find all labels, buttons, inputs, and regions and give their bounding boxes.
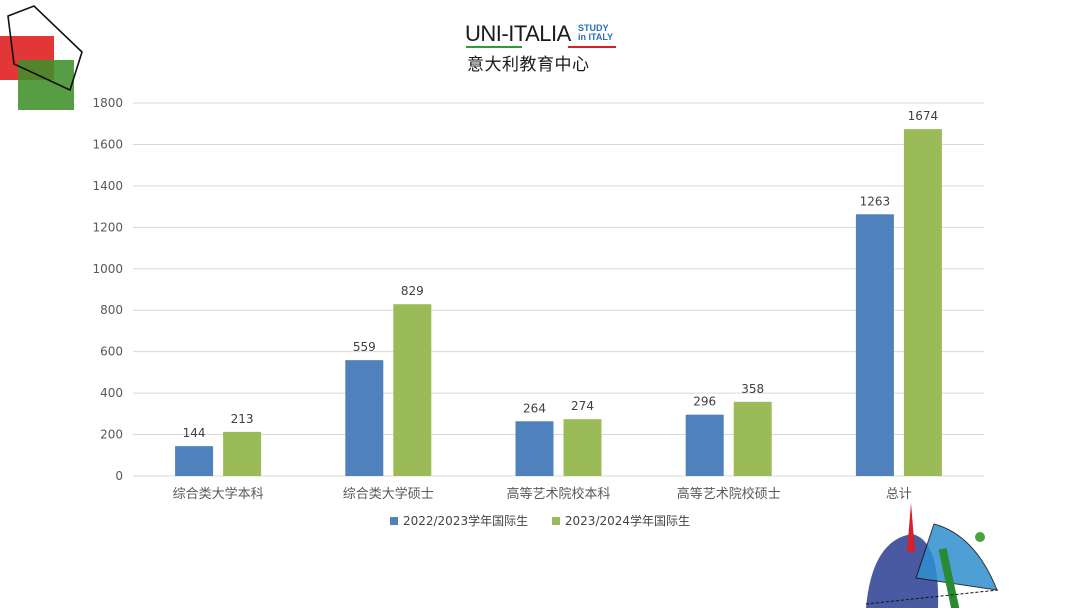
x-tick-label: 高等艺术院校硕士	[677, 486, 781, 502]
data-label: 274	[571, 399, 594, 413]
x-tick-label: 高等艺术院校本科	[506, 486, 610, 502]
bar-series-2	[563, 419, 602, 476]
data-label: 264	[523, 401, 546, 415]
y-tick-label: 1800	[92, 96, 123, 110]
legend-item-series-1: 2022/2023学年国际生	[389, 512, 529, 529]
decorative-shapes-bottom-right	[865, 503, 999, 608]
x-tick-label: 综合类大学硕士	[343, 486, 434, 502]
bar-series-1	[855, 214, 894, 477]
legend-swatch-series-1	[389, 516, 398, 525]
legend-label-series-1: 2022/2023学年国际生	[402, 514, 529, 528]
bar-series-2	[393, 304, 432, 476]
decorative-shapes-top-left	[0, 5, 83, 110]
chart-legend: 2022/2023学年国际生 2023/2024学年国际生	[0, 512, 1080, 529]
uni-italia-logo: UNI-ITALIA STUDY in ITALY 意大利教育中心	[465, 21, 625, 75]
y-tick-label: 1400	[92, 179, 123, 193]
data-label: 144	[183, 426, 206, 440]
x-tick-label: 综合类大学本科	[173, 486, 264, 502]
bar-series-2	[733, 401, 772, 476]
bar-series-1	[345, 360, 384, 476]
data-labels: 144 213 559 829 264 274 296 358 1263 1674	[183, 109, 939, 440]
logo-chinese-name: 意大利教育中心	[467, 55, 590, 75]
bar-series-2	[223, 431, 262, 476]
logo-main-text: UNI-ITALIA	[465, 21, 571, 46]
y-tick-label: 0	[115, 469, 123, 483]
logo-red-underline	[568, 46, 616, 48]
legend-item-series-2: 2023/2024学年国际生	[551, 512, 691, 529]
logo-study-line1: STUDY	[578, 23, 609, 33]
y-tick-label: 400	[100, 386, 123, 400]
bars	[175, 129, 942, 477]
data-label: 1263	[860, 194, 891, 208]
y-tick-label: 600	[100, 345, 123, 359]
y-tick-label: 1000	[92, 262, 123, 276]
data-label: 358	[741, 382, 764, 396]
logo-green-underline	[466, 46, 522, 48]
data-label: 296	[693, 395, 716, 409]
bar-series-1	[515, 421, 554, 476]
y-tick-label: 1200	[92, 220, 123, 234]
y-tick-label: 200	[100, 428, 123, 442]
legend-label-series-2: 2023/2024学年国际生	[564, 514, 691, 528]
data-label: 1674	[908, 109, 939, 123]
y-axis-tick-labels: 0 200 400 600 800 1000 1200 1400 1600 1800	[92, 96, 123, 483]
bar-series-1	[685, 414, 724, 476]
y-tick-label: 800	[100, 303, 123, 317]
x-tick-label: 总计	[886, 487, 912, 502]
bar-series-2	[903, 129, 942, 477]
data-label: 213	[231, 412, 254, 426]
logo-study-in-italy: STUDY in ITALY	[578, 24, 613, 42]
data-label: 559	[353, 340, 376, 354]
bar-series-1	[175, 446, 214, 476]
y-tick-label: 1600	[92, 137, 123, 151]
legend-swatch-series-2	[551, 516, 560, 525]
x-axis-tick-labels: 综合类大学本科 综合类大学硕士 高等艺术院校本科 高等艺术院校硕士 总计	[173, 486, 912, 502]
data-label: 829	[401, 284, 424, 298]
gridlines	[133, 102, 984, 477]
logo-study-line2: in ITALY	[578, 32, 614, 42]
